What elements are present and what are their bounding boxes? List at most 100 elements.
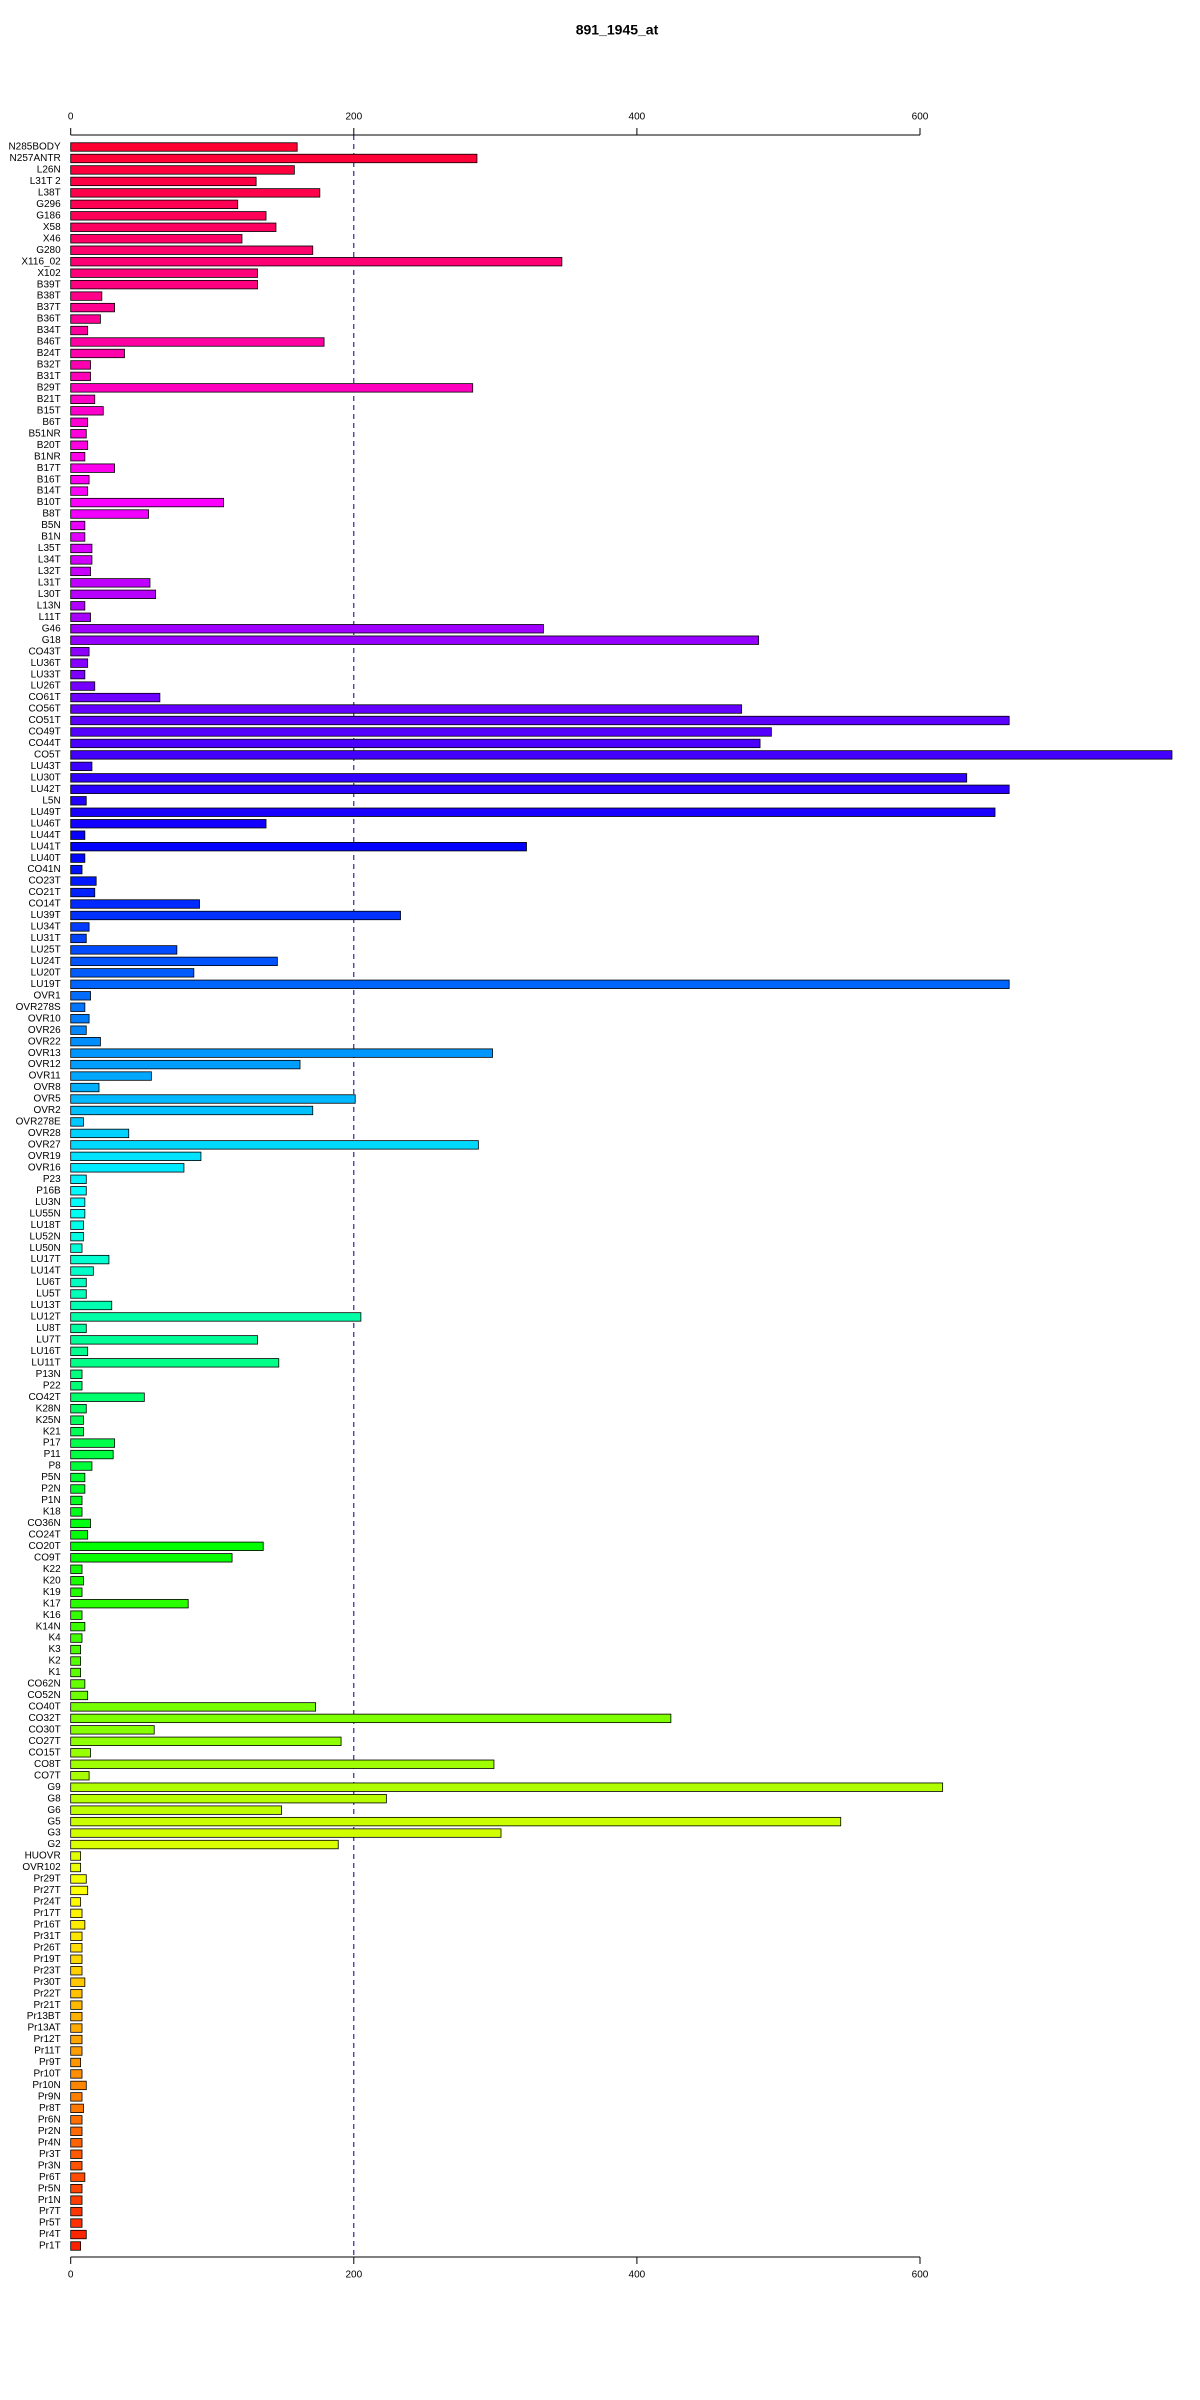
bar xyxy=(70,1771,90,1781)
bar xyxy=(70,1461,93,1471)
y-tick-label: L38T xyxy=(38,188,61,199)
y-tick-label: LU50N xyxy=(30,1243,61,1254)
y-tick-label: K18 xyxy=(43,1507,61,1518)
y-tick-label: B32T xyxy=(37,360,61,371)
bar xyxy=(70,1748,91,1758)
bar xyxy=(70,727,772,737)
y-tick-label: LU7T xyxy=(36,1335,60,1346)
bar xyxy=(70,1736,342,1746)
bar xyxy=(70,1128,130,1139)
y-tick-label: X102 xyxy=(37,268,61,279)
y-tick-label: CO5T xyxy=(34,750,61,761)
y-tick-label: OVR11 xyxy=(29,1071,61,1082)
bar xyxy=(70,1426,84,1437)
bar xyxy=(70,1048,493,1058)
y-tick-label: B39T xyxy=(37,279,61,290)
bar xyxy=(70,1782,944,1792)
bar xyxy=(70,2046,83,2056)
y-tick-label: L30T xyxy=(38,589,61,600)
y-tick-label: Pr6N xyxy=(38,2114,61,2125)
bar xyxy=(70,1472,86,1483)
bar xyxy=(70,1495,83,1506)
x-tick-label: 600 xyxy=(912,112,929,123)
bar xyxy=(70,979,1010,989)
bar xyxy=(70,1392,145,1402)
bar xyxy=(70,142,298,152)
y-tick-label: L11T xyxy=(39,612,61,623)
bar xyxy=(70,1885,89,1896)
bar xyxy=(70,910,401,921)
y-tick-label: B51NR xyxy=(28,428,60,439)
bar xyxy=(70,876,97,886)
bar xyxy=(70,830,86,840)
y-tick-label: Pr10N xyxy=(32,2080,60,2091)
y-tick-label: G280 xyxy=(36,245,61,256)
bar xyxy=(70,1323,87,1334)
y-tick-label: CO42T xyxy=(28,1392,60,1403)
bar xyxy=(70,922,90,932)
bar xyxy=(70,1174,87,1184)
bar xyxy=(70,2184,83,2194)
bar xyxy=(70,1369,83,1379)
bar xyxy=(70,1931,83,1941)
y-tick-label: X58 xyxy=(43,222,61,233)
bar xyxy=(70,2195,83,2205)
bar xyxy=(70,1839,339,1850)
y-tick-label: OVR26 xyxy=(28,1025,61,1036)
y-tick-label: L32T xyxy=(38,566,61,577)
y-tick-label: LU17T xyxy=(31,1254,61,1265)
bar xyxy=(70,1151,202,1161)
bar xyxy=(70,2115,83,2125)
y-tick-label: Pr23T xyxy=(33,1965,60,1976)
bar xyxy=(70,853,86,863)
y-tick-label: B37T xyxy=(37,302,61,313)
y-tick-label: Pr31T xyxy=(33,1931,60,1942)
y-tick-label: B46T xyxy=(37,337,61,348)
y-tick-label: K1 xyxy=(48,1667,61,1678)
bar xyxy=(70,222,277,232)
bar xyxy=(70,2161,83,2171)
bar xyxy=(70,784,1010,794)
bar xyxy=(70,1449,114,1460)
bar xyxy=(70,520,86,531)
y-tick-label: CO9T xyxy=(34,1552,61,1563)
y-tick-label: LU43T xyxy=(31,761,61,772)
bar xyxy=(70,1966,83,1976)
bar xyxy=(70,1381,83,1391)
y-tick-label: CO32T xyxy=(28,1713,60,1724)
bar xyxy=(70,245,314,255)
y-tick-label: K25N xyxy=(36,1415,61,1426)
bar xyxy=(70,1415,84,1425)
bar xyxy=(70,2206,83,2217)
y-tick-label: OVR22 xyxy=(28,1036,61,1047)
bar xyxy=(70,887,96,898)
bar xyxy=(70,1633,83,1643)
y-tick-label: B21T xyxy=(37,394,61,405)
bar xyxy=(70,692,161,703)
y-tick-label: B29T xyxy=(37,383,61,394)
bar xyxy=(70,1702,316,1712)
bar xyxy=(70,1232,84,1242)
bar xyxy=(70,2023,83,2033)
y-tick-label: K22 xyxy=(43,1564,61,1575)
y-tick-label: Pr16T xyxy=(33,1919,60,1930)
y-tick-label: OVR102 xyxy=(22,1862,61,1873)
y-tick-label: L35T xyxy=(38,543,61,554)
y-tick-label: Pr22T xyxy=(33,1988,60,1999)
y-tick-label: L34T xyxy=(38,555,61,566)
bar xyxy=(70,1071,152,1081)
y-tick-label: G296 xyxy=(36,199,61,210)
bar xyxy=(70,1679,86,1689)
bar xyxy=(70,474,90,485)
bar xyxy=(70,864,83,875)
y-tick-label: B6T xyxy=(42,417,60,428)
bar xyxy=(70,1025,87,1035)
bar xyxy=(70,176,257,187)
bar xyxy=(70,1977,86,1987)
y-tick-label: Pr24T xyxy=(33,1897,60,1908)
bar xyxy=(70,486,89,496)
bar xyxy=(70,2057,82,2068)
y-tick-label: K4 xyxy=(48,1633,61,1644)
bar xyxy=(70,1713,672,1724)
